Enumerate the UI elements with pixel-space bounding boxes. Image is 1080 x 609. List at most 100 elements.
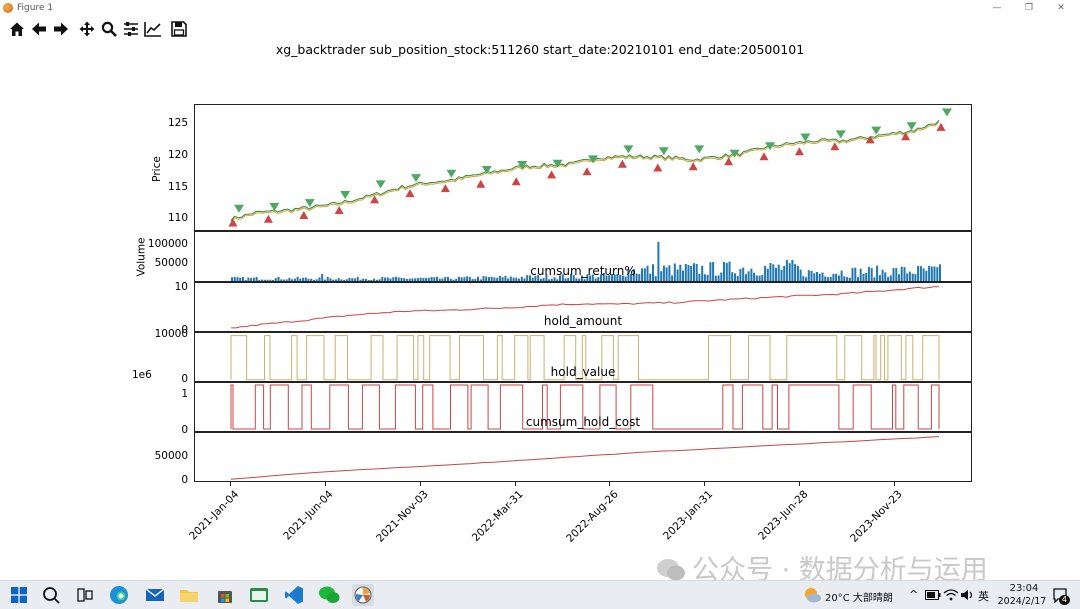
save-icon[interactable] [168,18,190,40]
volume-bar [507,278,510,281]
volume-bar [444,276,447,281]
volume-bar [701,265,704,281]
volume-bar [447,276,449,281]
volume-bar [780,269,783,281]
file-explorer-icon[interactable] [178,584,200,606]
back-icon[interactable] [28,18,50,40]
volume-bar [343,279,346,281]
sell-marker [800,133,811,142]
volume-axes[interactable] [194,231,972,282]
volume-bar [233,277,236,281]
volume-bar [337,278,340,281]
forward-icon[interactable] [50,18,72,40]
battery-icon[interactable] [922,584,944,606]
hold-amount-axes[interactable] [194,332,972,382]
task-view-icon[interactable] [74,584,96,606]
return-axes[interactable] [194,282,972,332]
x-tick-mark [324,482,326,486]
edge-icon[interactable] [108,584,130,606]
volume-bar [862,273,865,281]
buy-marker [653,163,663,172]
volume-icon[interactable] [957,584,979,606]
volume-bar [785,260,788,281]
matplotlib-icon [3,3,13,13]
volume-bar [561,274,564,281]
wechat-taskbar-icon[interactable] [318,584,340,606]
price-axes[interactable] [194,104,972,231]
ytick-label: 115 [167,181,188,193]
volume-bar [490,276,493,281]
volume-bar [755,275,758,281]
search-icon[interactable] [40,584,62,606]
close-button[interactable]: ✕ [1057,3,1065,13]
restore-button[interactable]: ❐ [1024,3,1034,13]
clock-date[interactable]: 2024/2/17 [997,596,1047,607]
volume-bar [332,279,335,281]
volume-bar [673,263,676,281]
volume-bar [425,278,428,281]
volume-bar [775,267,777,281]
clock-time[interactable]: 23:04 [1009,583,1039,594]
volume-bar [608,275,611,281]
pan-icon[interactable] [76,18,98,40]
buy-marker [476,179,486,188]
volume-bar [736,276,739,281]
volume-bar [252,277,255,281]
volume-bar [367,280,370,281]
volume-bar [859,268,862,281]
volume-bar [468,276,471,281]
volume-bar [449,278,452,281]
minimize-button[interactable]: — [992,3,1002,13]
zoom-icon[interactable] [98,18,120,40]
volume-bar [263,279,266,281]
hold-cost-axes[interactable] [194,432,972,482]
home-icon[interactable] [6,18,28,40]
store-icon[interactable] [214,584,236,606]
volume-bar [282,279,285,281]
volume-bar [496,277,499,281]
volume-bar [813,273,816,281]
volume-bar [291,279,294,281]
weather-icon[interactable] [801,584,823,606]
hold-value-line [230,384,940,430]
chevron-up-icon[interactable]: ^ [909,588,919,601]
ytick-label: 10000 [154,328,188,340]
volume-bar [539,278,542,281]
volume-bar [662,265,665,281]
hold-value-axes[interactable] [194,382,972,432]
buy-marker [724,157,734,166]
matplotlib-taskbar-icon[interactable] [352,584,374,606]
volume-bar [717,275,720,281]
start-icon[interactable] [8,584,30,606]
volume-bar [564,278,567,281]
input-language[interactable]: 英 [978,590,989,603]
weather-text[interactable]: 20°C 大部晴朗 [825,593,893,604]
volume-bar [436,276,438,281]
volume-bar [854,267,857,281]
volume-bar [690,266,693,281]
volume-bar [794,264,797,281]
volume-bar [884,272,887,281]
volume-bar [304,277,307,281]
volume-bar [280,279,283,281]
vscode-icon[interactable] [283,584,305,606]
subplots-icon[interactable] [120,18,142,40]
mail-icon[interactable] [144,584,166,606]
volume-bar [348,277,351,281]
hold-amount-chart [230,335,940,381]
x-tick-label: 2021-Nov-03 [374,488,431,545]
x-tick-mark [419,482,421,486]
volume-bar [526,275,529,281]
volume-bar [578,278,581,281]
terminal-icon[interactable] [248,584,270,606]
notification-icon[interactable]: 4 [1049,584,1071,606]
wifi-icon[interactable] [940,584,962,606]
volume-bar [313,279,315,281]
volume-bar [534,276,537,281]
volume-bar [600,274,602,281]
sell-marker [623,145,634,154]
edit-axes-icon[interactable] [142,18,164,40]
sell-marker [588,155,598,164]
volume-bar [846,277,849,281]
volume-bar [302,277,305,281]
